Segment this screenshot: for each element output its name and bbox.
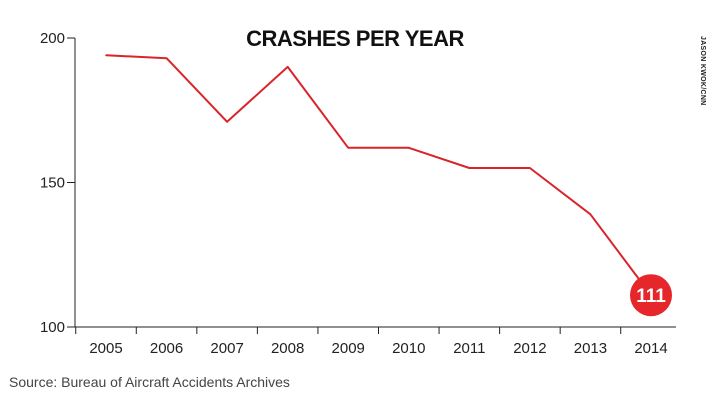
highlight-marker-group: 111 bbox=[630, 274, 672, 317]
highlight-value-label: 111 bbox=[636, 286, 666, 307]
y-tick-label: 100 bbox=[40, 319, 65, 336]
data-point bbox=[165, 57, 168, 60]
data-point bbox=[286, 66, 289, 68]
x-tick-label: 2007 bbox=[210, 340, 243, 357]
x-tick-label: 2014 bbox=[634, 340, 667, 357]
data-point bbox=[347, 147, 350, 149]
data-point bbox=[589, 213, 592, 216]
data-point bbox=[529, 167, 531, 169]
data-point bbox=[226, 121, 228, 123]
y-axis-ticks: 100 150 200 bbox=[40, 30, 75, 336]
y-tick-label: 200 bbox=[40, 30, 65, 47]
series-line bbox=[105, 54, 652, 296]
y-tick-label: 150 bbox=[40, 175, 65, 192]
data-point bbox=[468, 167, 471, 169]
data-point bbox=[105, 54, 107, 57]
x-tick-label: 2006 bbox=[150, 340, 183, 357]
x-tick-label: 2011 bbox=[453, 340, 485, 357]
x-tick-label: 2009 bbox=[332, 340, 365, 357]
data-point bbox=[407, 147, 410, 149]
axes bbox=[74, 38, 676, 328]
x-tick-label: 2013 bbox=[574, 340, 607, 357]
x-axis-ticks: 2005 2006 2007 2008 2009 2010 2011 2012 2013 2014 bbox=[75, 327, 668, 357]
chart-title: CRASHES PER YEAR bbox=[246, 26, 464, 51]
x-tick-label: 2010 bbox=[392, 340, 425, 357]
source-note: Source: Bureau of Aircraft Accidents Arc… bbox=[9, 374, 290, 390]
x-tick-label: 2008 bbox=[271, 340, 304, 357]
highlight-marker bbox=[630, 274, 672, 317]
x-tick-label: 2012 bbox=[513, 340, 546, 357]
x-tick-label: 2005 bbox=[89, 340, 122, 357]
series-group bbox=[105, 54, 652, 297]
photo-credit: JASON KWOK/CNN bbox=[699, 36, 706, 106]
